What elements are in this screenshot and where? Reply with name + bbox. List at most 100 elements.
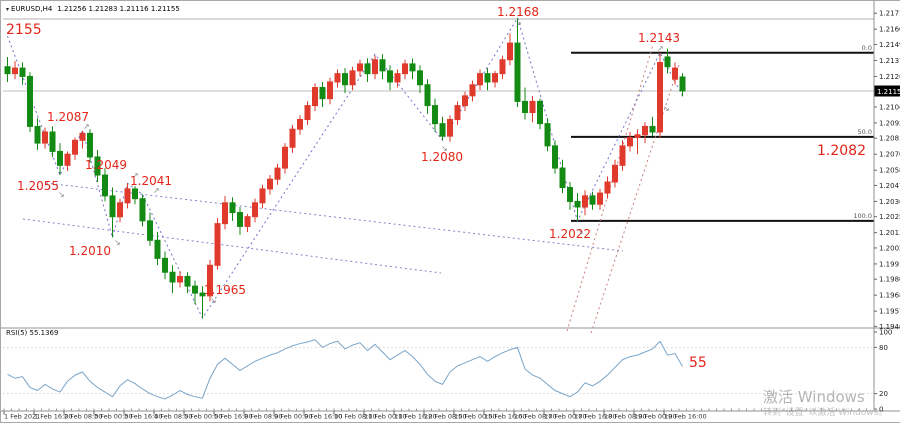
candle-body	[80, 133, 85, 140]
chart-marker-icon: ▾	[6, 6, 9, 13]
price-tick-label: 1.21715	[879, 10, 900, 18]
price-annotation: 1.2010	[69, 244, 111, 258]
price-tick-label: 1.20585	[879, 167, 900, 175]
candle-body	[343, 74, 348, 85]
candle-body	[28, 76, 33, 126]
candle-body	[350, 71, 355, 85]
price-tick-label: 1.19800	[879, 276, 900, 284]
candle-body	[245, 217, 250, 227]
candle-body	[388, 71, 393, 82]
price-tick-label: 1.21260	[879, 73, 900, 81]
candle-body	[290, 129, 295, 147]
rsi-line	[8, 340, 683, 399]
candle-body	[440, 124, 445, 137]
price-tick-label: 1.20025	[879, 244, 900, 252]
price-tick-label: 1.21375	[879, 57, 900, 65]
swing-arrow-marker: ↘	[663, 104, 670, 113]
rsi-indicator-label: RSI(5) 55.1369	[6, 329, 58, 337]
candle-body	[298, 119, 303, 129]
candle-body	[20, 68, 25, 76]
swing-arrow-marker: ↘	[210, 296, 217, 305]
candle-body	[463, 96, 468, 106]
candle-body	[500, 60, 505, 74]
swing-arrow-marker: ↗	[153, 186, 160, 195]
candle-body	[50, 132, 55, 151]
swing-arrow-marker: ↗	[83, 122, 90, 131]
price-tick-label: 1.20360	[879, 198, 900, 206]
candle-body	[253, 203, 258, 217]
candle-body	[65, 154, 70, 165]
candle-body	[680, 77, 685, 91]
rsi-tick-label: 20	[879, 390, 888, 398]
rsi-tick-label: 100	[879, 329, 892, 337]
candle-body	[238, 213, 243, 227]
candle-body	[470, 85, 475, 96]
candle-body	[545, 124, 550, 146]
candle-body	[365, 64, 370, 74]
time-axis-label: 19 Feb 16:00	[664, 413, 707, 421]
candle-body	[658, 63, 663, 132]
current-price-badge-label: 1.21155	[877, 88, 900, 96]
candle-body	[335, 74, 340, 82]
price-annotation: 1.2082	[817, 143, 866, 159]
candle-body	[215, 224, 220, 266]
price-tick-label: 1.20925	[879, 119, 900, 127]
swing-arrow-marker: ↘	[441, 144, 448, 153]
candle-body	[118, 203, 123, 217]
candle-body	[110, 196, 115, 217]
price-tick-label: 1.20135	[879, 229, 900, 237]
fib-level-label: 0.0	[862, 44, 872, 52]
candle-body	[620, 146, 625, 165]
candle-body	[538, 101, 543, 123]
candle-body	[568, 188, 573, 202]
candle-body	[403, 64, 408, 74]
candle-body	[553, 146, 558, 168]
fib-level-label: 50.0	[858, 128, 872, 136]
candle-body	[140, 199, 145, 221]
candle-body	[598, 193, 603, 204]
swing-arrow-marker: ↗	[657, 44, 664, 53]
candle-body	[155, 240, 160, 258]
candle-body	[43, 132, 48, 143]
windows-activation-watermark-sub: 转到“设置”以激活 Windows。	[763, 405, 887, 418]
candle-body	[230, 203, 235, 213]
chart-title: ▾EURUSD,H4 1.21256 1.21283 1.21116 1.2115…	[6, 5, 180, 13]
candle-body	[88, 133, 93, 157]
price-tick-label: 1.20475	[879, 182, 900, 190]
candle-body	[455, 106, 460, 120]
price-annotation: 1.2168	[497, 5, 539, 19]
swing-arrow-marker: ↗	[515, 20, 522, 29]
ohlc-readout: 1.21256 1.21283 1.21116 1.21155	[57, 5, 179, 13]
price-annotation: 1.2055	[17, 179, 59, 193]
candle-body	[433, 106, 438, 124]
candle-body	[275, 168, 280, 179]
candle-body	[418, 71, 423, 85]
swing-arrow-marker: ↘	[577, 227, 584, 236]
candle-body	[650, 126, 655, 132]
fib-level-label: 100.0	[853, 212, 872, 220]
candle-body	[373, 60, 378, 74]
swing-arrow-marker: ↘	[58, 190, 65, 199]
price-annotation: 2155	[6, 22, 42, 38]
candle-body	[283, 147, 288, 168]
candle-body	[170, 272, 175, 282]
candle-body	[590, 196, 595, 204]
price-tick-label: 1.21600	[879, 26, 900, 34]
candle-body	[523, 101, 528, 112]
candle-body	[133, 189, 138, 199]
swing-arrow-marker: ↗	[132, 171, 139, 180]
symbol-timeframe-label: EURUSD,H4	[11, 5, 52, 13]
candle-body	[410, 64, 415, 71]
candle-body	[185, 276, 190, 286]
price-tick-label: 1.19910	[879, 260, 900, 268]
candle-body	[485, 74, 490, 82]
candle-body	[103, 175, 108, 196]
candle-body	[530, 101, 535, 112]
candle-body	[305, 106, 310, 120]
candle-body	[425, 85, 430, 106]
candle-body	[515, 43, 520, 101]
price-tick-label: 1.21040	[879, 103, 900, 111]
candle-body	[178, 276, 183, 282]
candle-body	[223, 203, 228, 224]
